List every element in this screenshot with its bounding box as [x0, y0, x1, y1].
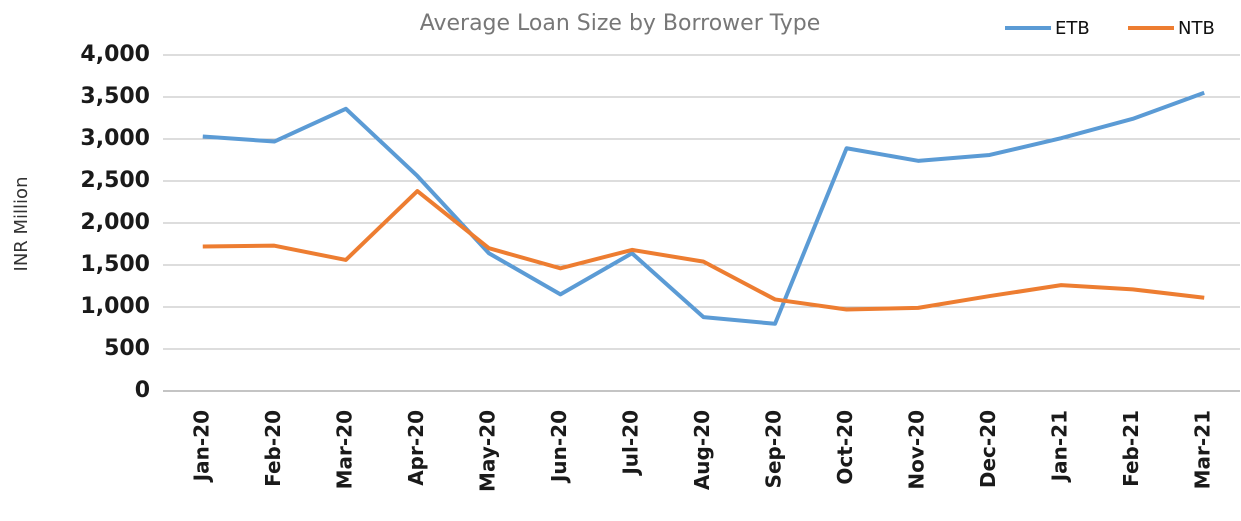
- x-tick-label: Feb-21: [1119, 410, 1143, 487]
- x-tick-label: Jan-20: [189, 410, 213, 483]
- y-tick-label: 500: [104, 336, 150, 361]
- x-tick-label: Jul-20: [618, 410, 642, 477]
- y-tick-label: 1,500: [80, 252, 150, 277]
- x-tick-label: Feb-20: [261, 410, 285, 487]
- x-tick-label: Apr-20: [404, 410, 428, 486]
- x-tick-label: May-20: [475, 410, 499, 492]
- legend-label: ETB: [1055, 18, 1090, 39]
- x-tick-label: Aug-20: [690, 410, 714, 490]
- series-line: [202, 90, 1205, 326]
- x-tick-label: Dec-20: [976, 410, 1000, 488]
- x-tick-label: Nov-20: [905, 410, 929, 490]
- x-tick-label: Sep-20: [762, 410, 786, 488]
- x-tick-label: Jan-21: [1048, 410, 1072, 483]
- x-tick-label: Mar-20: [332, 410, 356, 489]
- y-tick-label: 2,000: [80, 210, 150, 235]
- x-tick-label: Jun-20: [547, 410, 571, 484]
- legend-label: NTB: [1178, 18, 1215, 39]
- y-tick-label: 1,000: [80, 294, 150, 319]
- y-axis-label: INR Million: [11, 177, 32, 272]
- x-tick-label: Oct-20: [833, 410, 857, 485]
- y-tick-label: 3,000: [80, 126, 150, 151]
- series-line: [202, 189, 1205, 312]
- y-tick-label: 2,500: [80, 168, 150, 193]
- x-tick-label: Mar-21: [1191, 410, 1215, 489]
- y-tick-label: 4,000: [80, 42, 150, 67]
- chart-title: Average Loan Size by Borrower Type: [420, 11, 821, 36]
- y-tick-label: 0: [135, 378, 150, 403]
- y-tick-label: 3,500: [80, 84, 150, 109]
